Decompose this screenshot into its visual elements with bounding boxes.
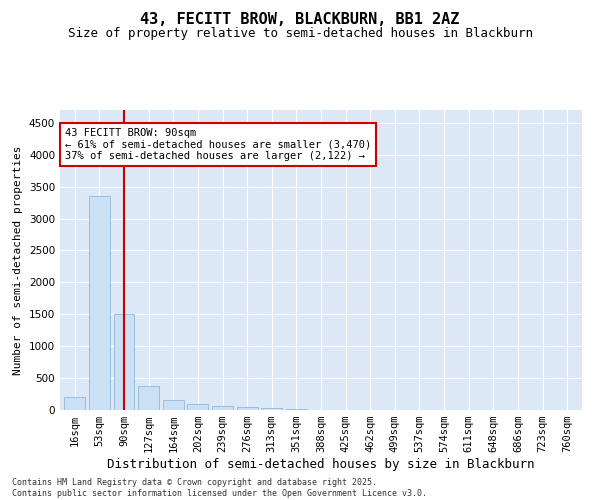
Text: 43 FECITT BROW: 90sqm
← 61% of semi-detached houses are smaller (3,470)
37% of s: 43 FECITT BROW: 90sqm ← 61% of semi-deta… — [65, 128, 371, 161]
Bar — [163, 400, 184, 410]
Bar — [64, 397, 85, 410]
Bar — [236, 408, 257, 410]
Bar — [261, 408, 282, 410]
Bar — [286, 409, 307, 410]
Y-axis label: Number of semi-detached properties: Number of semi-detached properties — [13, 145, 23, 375]
Text: Contains HM Land Registry data © Crown copyright and database right 2025.
Contai: Contains HM Land Registry data © Crown c… — [12, 478, 427, 498]
Bar — [138, 386, 159, 410]
Bar — [89, 196, 110, 410]
Bar — [212, 406, 233, 410]
Bar — [187, 404, 208, 410]
Bar — [113, 314, 134, 410]
Text: 43, FECITT BROW, BLACKBURN, BB1 2AZ: 43, FECITT BROW, BLACKBURN, BB1 2AZ — [140, 12, 460, 28]
X-axis label: Distribution of semi-detached houses by size in Blackburn: Distribution of semi-detached houses by … — [107, 458, 535, 471]
Text: Size of property relative to semi-detached houses in Blackburn: Size of property relative to semi-detach… — [67, 28, 533, 40]
